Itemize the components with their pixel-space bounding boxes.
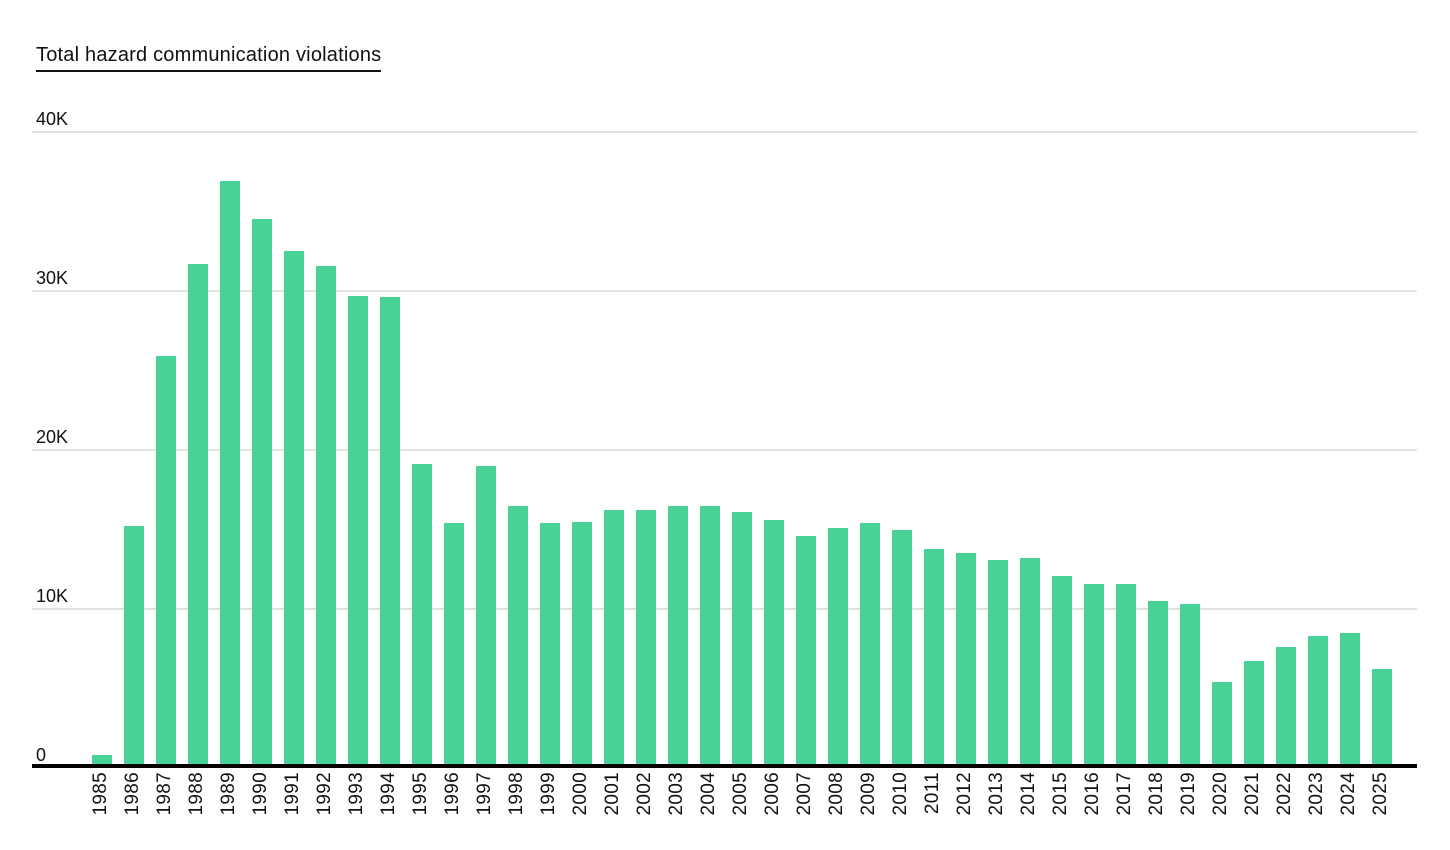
bar-2012 (956, 553, 976, 768)
bar-1994 (380, 297, 400, 768)
bar-2014 (1020, 558, 1040, 768)
bar-2021 (1244, 661, 1264, 768)
bar-2023 (1308, 636, 1328, 768)
bar-1987 (156, 356, 176, 768)
bar-2000 (572, 521, 592, 768)
bar-2020 (1212, 682, 1232, 768)
gridline-40K (32, 131, 1417, 133)
x-axis-label-1993: 1993 (346, 772, 367, 816)
x-axis-label-2021: 2021 (1242, 772, 1263, 816)
bar-2010 (892, 529, 912, 768)
gridline-30K (32, 290, 1417, 292)
x-axis-label-2000: 2000 (570, 772, 591, 816)
x-axis-label-1985: 1985 (90, 772, 111, 816)
y-axis-tick-label-20K: 20K (36, 427, 69, 447)
x-axis-label-2015: 2015 (1050, 772, 1071, 816)
x-axis-label-1988: 1988 (186, 772, 207, 816)
x-axis-label-2023: 2023 (1306, 772, 1327, 816)
x-axis-label-1998: 1998 (506, 772, 527, 816)
x-axis-label-1989: 1989 (218, 772, 239, 816)
x-axis-label-2006: 2006 (762, 772, 783, 816)
x-axis-label-2013: 2013 (986, 772, 1007, 816)
x-axis-label-2019: 2019 (1178, 772, 1199, 816)
x-axis-label-2005: 2005 (730, 772, 751, 816)
x-axis-label-1997: 1997 (474, 772, 495, 816)
bar-2017 (1116, 583, 1136, 768)
x-axis-label-1990: 1990 (250, 772, 271, 816)
y-axis-tick-label-30K: 30K (36, 268, 69, 288)
bar-1996 (444, 523, 464, 768)
x-axis-label-1999: 1999 (538, 772, 559, 816)
bar-2001 (604, 510, 624, 768)
bar-1999 (540, 523, 560, 768)
x-axis-label-1991: 1991 (282, 772, 303, 816)
x-axis-label-2016: 2016 (1082, 772, 1103, 816)
x-axis-label-1987: 1987 (154, 772, 175, 816)
y-axis-tick-label-0: 0 (36, 745, 47, 765)
x-axis-label-2002: 2002 (634, 772, 655, 816)
bar-1988 (188, 263, 208, 768)
bar-1989 (220, 181, 240, 768)
bar-2016 (1084, 583, 1104, 768)
x-axis-label-2003: 2003 (666, 772, 687, 816)
bar-2022 (1276, 647, 1296, 768)
x-axis-label-2025: 2025 (1370, 772, 1391, 816)
bar-2004 (700, 505, 720, 768)
bar-2015 (1052, 575, 1072, 768)
x-axis-label-2010: 2010 (890, 772, 911, 816)
gridline-20K (32, 449, 1417, 451)
bar-2024 (1340, 632, 1360, 768)
bar-2006 (764, 519, 784, 768)
bar-2025 (1372, 669, 1392, 768)
x-axis-label-2014: 2014 (1018, 772, 1039, 816)
bar-1986 (124, 526, 144, 768)
x-axis-label-1995: 1995 (410, 772, 431, 816)
x-axis-label-1992: 1992 (314, 772, 335, 816)
bar-2018 (1148, 601, 1168, 768)
x-axis-label-2018: 2018 (1146, 772, 1167, 816)
bar-2009 (860, 523, 880, 768)
x-axis-label-2011: 2011 (922, 772, 943, 815)
bar-1998 (508, 505, 528, 768)
bar-1990 (252, 219, 272, 768)
x-axis-label-2001: 2001 (602, 772, 623, 816)
x-axis-label-2022: 2022 (1274, 772, 1295, 816)
x-axis-label-2024: 2024 (1338, 772, 1359, 816)
bar-2002 (636, 510, 656, 768)
bar-1992 (316, 265, 336, 768)
bar-2007 (796, 535, 816, 768)
y-axis-tick-label-10K: 10K (36, 586, 69, 606)
bar-1995 (412, 464, 432, 768)
bar-2003 (668, 505, 688, 768)
x-axis-label-1996: 1996 (442, 772, 463, 816)
x-axis-label-2017: 2017 (1114, 772, 1135, 816)
bar-chart-plot-area: 40K 30K 20K 10K 0 1985 1986 1987 1988 1989 1990 199… (32, 110, 1417, 815)
x-axis-line (32, 764, 1417, 768)
x-axis-label-2004: 2004 (698, 772, 719, 816)
bar-2008 (828, 527, 848, 768)
bar-1997 (476, 465, 496, 768)
bar-2005 (732, 512, 752, 768)
bar-2011 (924, 548, 944, 768)
x-axis-label-2020: 2020 (1210, 772, 1231, 816)
x-axis-label-2008: 2008 (826, 772, 847, 816)
bar-2013 (988, 559, 1008, 768)
x-axis-label-1994: 1994 (378, 772, 399, 816)
y-axis-tick-label-40K: 40K (36, 109, 69, 129)
x-axis-label-1986: 1986 (122, 772, 143, 816)
bar-1991 (284, 251, 304, 768)
bar-2019 (1180, 604, 1200, 768)
x-axis-label-2012: 2012 (954, 772, 975, 816)
x-axis-label-2007: 2007 (794, 772, 815, 816)
bar-1993 (348, 295, 368, 768)
gridline-10K (32, 608, 1417, 610)
chart-title: Total hazard communication violations (36, 44, 382, 72)
x-axis-label-2009: 2009 (858, 772, 879, 816)
